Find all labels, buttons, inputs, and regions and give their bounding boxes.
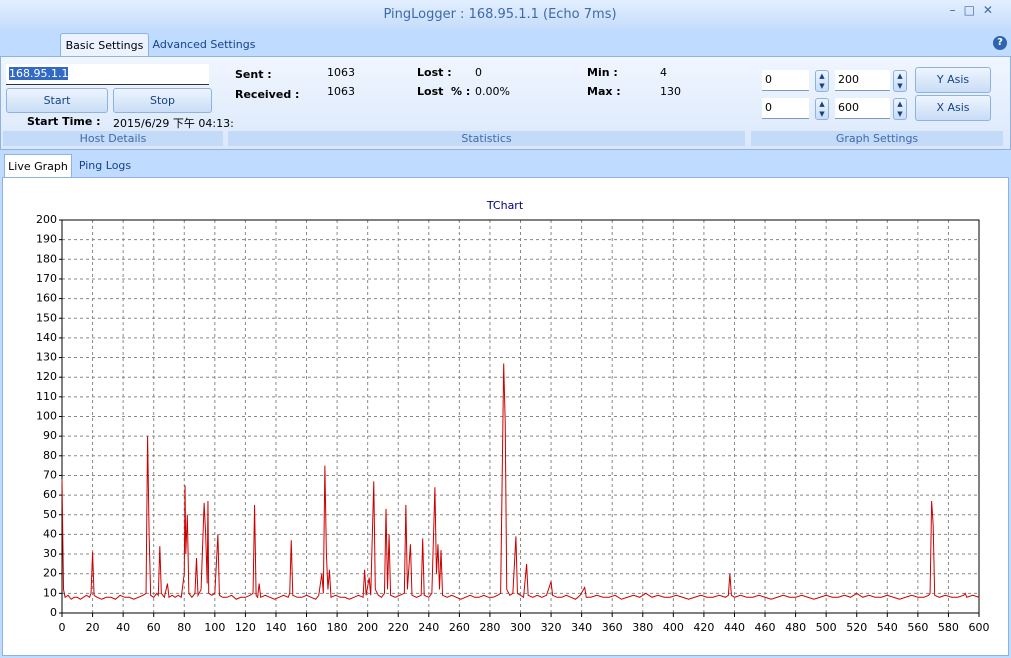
x-tick-label: 260	[449, 621, 470, 634]
group-label: Host Details	[3, 131, 223, 146]
y-axis-button[interactable]: Y Asis	[915, 67, 991, 93]
y-tick-label: 80	[43, 449, 57, 462]
start-time: 2015/6/29 下午 04:13:	[113, 117, 234, 130]
y-tick-label: 0	[50, 606, 57, 619]
x-tick-label: 400	[663, 621, 684, 634]
lost-value: 0	[475, 66, 482, 79]
x-tick-label: 460	[755, 621, 776, 634]
max-label: Max :	[587, 85, 621, 98]
x-tick-label: 120	[235, 621, 256, 634]
y-max-input[interactable]: 200	[835, 70, 890, 91]
x-tick-label: 600	[969, 621, 990, 634]
min-label: Min :	[587, 66, 618, 79]
x-tick-label: 320	[541, 621, 562, 634]
lost-pct-label: Lost % :	[417, 85, 471, 98]
window-controls[interactable]: –□✕	[949, 3, 1001, 17]
x-tick-label: 540	[877, 621, 898, 634]
x-tick-label: 60	[147, 621, 161, 634]
x-tick-label: 340	[571, 621, 592, 634]
chart-title: TChart	[486, 199, 524, 212]
x-tick-label: 140	[265, 621, 286, 634]
x-tick-label: 200	[357, 621, 378, 634]
x-tick-label: 360	[602, 621, 623, 634]
y-tick-label: 60	[43, 488, 57, 501]
x-tick-label: 160	[296, 621, 317, 634]
x-tick-label: 580	[938, 621, 959, 634]
y-tick-label: 130	[36, 351, 57, 364]
group-label: Graph Settings	[751, 131, 1003, 146]
spinner[interactable]: ▲ ▼	[815, 98, 829, 120]
y-tick-label: 20	[43, 567, 57, 580]
y-tick-label: 30	[43, 547, 57, 560]
window-title: PingLogger : 168.95.1.1 (Echo 7ms)	[383, 7, 617, 22]
ribbon-tab[interactable]: Advanced Settings	[152, 38, 256, 51]
lost-pct-value: 0.00%	[475, 85, 510, 98]
y-tick-label: 50	[43, 508, 57, 521]
x-tick-label: 500	[816, 621, 837, 634]
ribbon-tab[interactable]: Basic Settings	[60, 33, 149, 57]
x-axis-button[interactable]: X Asis	[915, 95, 991, 121]
x-max-input[interactable]: 600	[835, 98, 890, 119]
x-min-input[interactable]: 0	[762, 98, 809, 119]
view-tab[interactable]: Live Graph	[4, 154, 72, 178]
spinner[interactable]: ▲ ▼	[815, 70, 829, 92]
y-tick-label: 180	[36, 252, 57, 265]
ip-input[interactable]: 168.95.1.1	[6, 64, 209, 85]
start-time-label: Start Time :	[27, 115, 101, 128]
view-tab[interactable]: Ping Logs	[78, 159, 132, 172]
y-tick-label: 100	[36, 410, 57, 423]
y-tick-label: 160	[36, 292, 57, 305]
received-label: Received :	[235, 88, 300, 101]
x-tick-label: 300	[510, 621, 531, 634]
max-value: 130	[660, 85, 681, 98]
y-tick-label: 40	[43, 527, 57, 540]
lost-label: Lost :	[417, 66, 452, 79]
sent-value: 1063	[327, 66, 355, 79]
x-tick-label: 100	[204, 621, 225, 634]
x-tick-label: 520	[846, 621, 867, 634]
y-min-input[interactable]: 0	[762, 70, 809, 91]
x-tick-label: 180	[327, 621, 348, 634]
group-label: Statistics	[228, 131, 745, 146]
x-tick-label: 20	[86, 621, 100, 634]
x-tick-label: 220	[388, 621, 409, 634]
x-tick-label: 0	[59, 621, 66, 634]
ping-line	[61, 363, 980, 600]
min-value: 4	[660, 66, 667, 79]
y-tick-label: 120	[36, 370, 57, 383]
x-tick-label: 380	[632, 621, 653, 634]
y-tick-label: 10	[43, 586, 57, 599]
x-tick-label: 560	[907, 621, 928, 634]
x-tick-label: 40	[116, 621, 130, 634]
y-tick-label: 140	[36, 331, 57, 344]
x-tick-label: 440	[724, 621, 745, 634]
x-tick-label: 240	[418, 621, 439, 634]
start-button[interactable]: Start	[6, 88, 108, 113]
x-tick-label: 480	[785, 621, 806, 634]
plot-frame	[61, 219, 980, 614]
x-tick-label: 80	[177, 621, 191, 634]
y-tick-label: 170	[36, 272, 57, 285]
stop-button[interactable]: Stop	[113, 88, 212, 113]
y-tick-label: 190	[36, 233, 57, 246]
x-tick-label: 280	[479, 621, 500, 634]
y-tick-label: 150	[36, 311, 57, 324]
y-tick-label: 90	[43, 429, 57, 442]
received-value: 1063	[327, 85, 355, 98]
ip-text: 168.95.1.1	[9, 67, 69, 80]
y-tick-label: 200	[36, 213, 57, 226]
spinner[interactable]: ▲ ▼	[893, 98, 907, 120]
y-tick-label: 110	[36, 390, 57, 403]
x-tick-label: 420	[693, 621, 714, 634]
title-bar	[0, 0, 1011, 30]
sent-label: Sent :	[235, 68, 272, 81]
spinner[interactable]: ▲ ▼	[893, 70, 907, 92]
help-icon[interactable]: ?	[993, 36, 1007, 50]
y-tick-label: 70	[43, 468, 57, 481]
